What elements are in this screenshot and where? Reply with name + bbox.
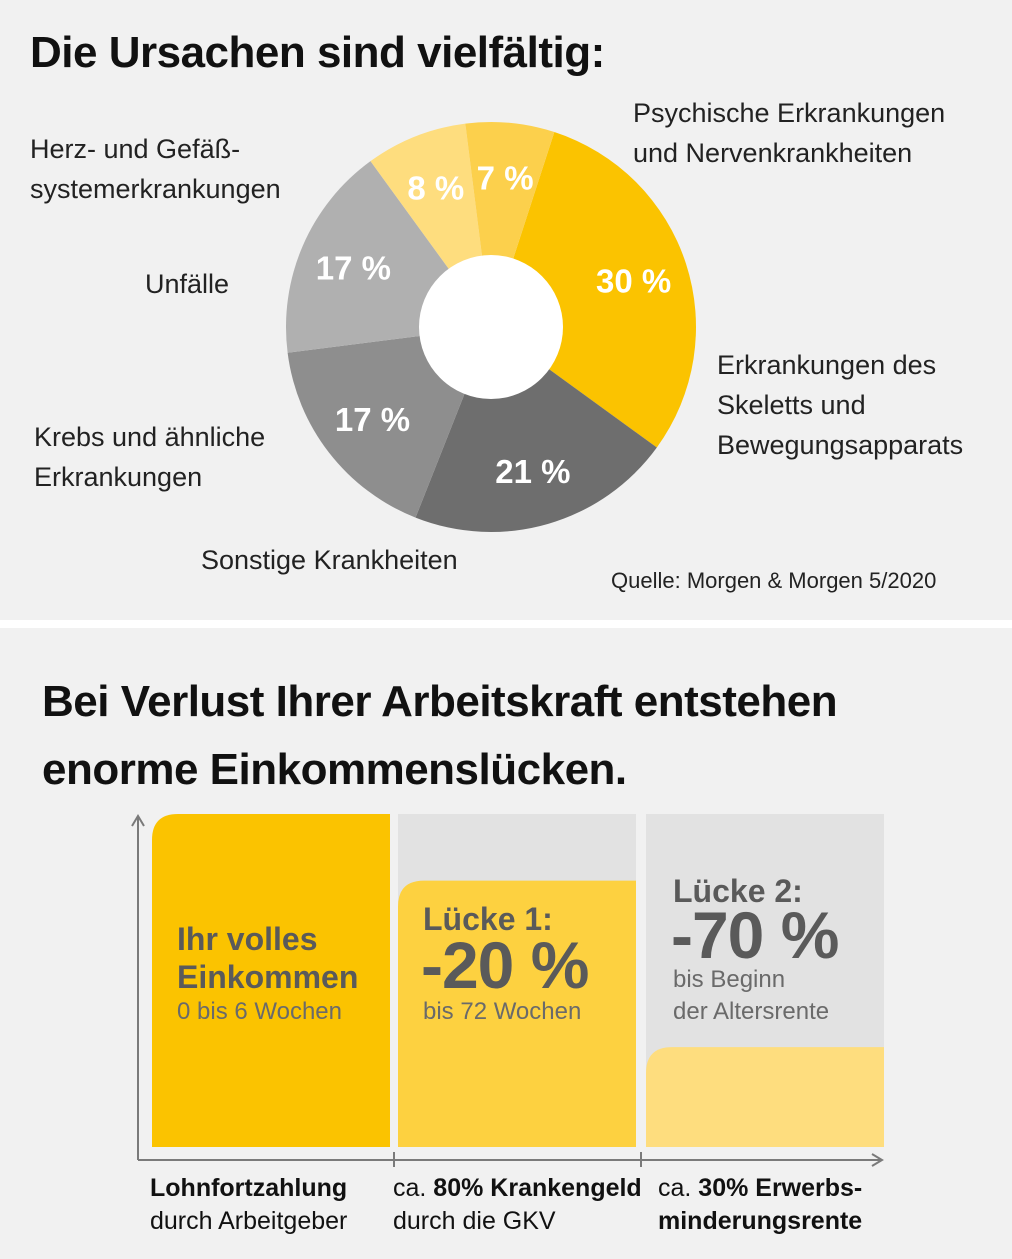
phase-axis-label-1: Lohnfortzahlung durch Arbeitgeber <box>150 1174 348 1235</box>
slice-label-sonstige: Sonstige Krankheiten <box>201 545 458 575</box>
income-gap-title: Bei Verlust Ihrer Arbeitskraft entstehen… <box>42 677 838 794</box>
pie-value-label: 30 % <box>596 263 671 300</box>
source-note: Quelle: Morgen & Morgen 5/2020 <box>611 568 937 593</box>
pie-title: Die Ursachen sind vielfältig: <box>30 28 605 77</box>
x-axis-arrow <box>871 1153 884 1167</box>
slice-label-psychische: Psychische Erkrankungen und Nervenkrankh… <box>633 98 946 168</box>
phase-head: Lücke 2: <box>673 873 803 909</box>
phase-gap-value: -20 % <box>421 928 589 1002</box>
phase-gap-value: -70 % <box>671 898 839 972</box>
phase-sub: bis Beginn der Altersrente <box>673 966 830 1025</box>
slice-label-unfaelle: Unfälle <box>145 269 230 299</box>
pie-value-label: 7 % <box>477 160 534 197</box>
phase-head: Lücke 1: <box>423 901 553 937</box>
slice-label-herz: Herz- und Gefäß- systemerkrankungen <box>30 134 281 204</box>
y-axis-arrow <box>131 814 145 827</box>
phase-sub: 0 bis 6 Wochen <box>177 998 342 1025</box>
phase-axis-label-2: ca. 80% Krankengeld durch die GKV <box>393 1174 642 1235</box>
pie-value-label: 17 % <box>335 401 410 438</box>
phase-sub: bis 72 Wochen <box>423 998 582 1025</box>
slice-label-skelett: Erkrankungen des Skeletts und Bewegungsa… <box>717 350 964 460</box>
pie-value-label: 17 % <box>316 249 391 286</box>
pie-value-label: 8 % <box>407 170 464 207</box>
phase-axis-label-3: ca. 30% Erwerbs- minderungsrente <box>658 1174 863 1235</box>
pie-value-label: 21 % <box>495 453 570 490</box>
pie-slice <box>491 132 696 448</box>
pie-center-hole <box>419 255 563 399</box>
phase-head: Ihr volles Einkommen <box>177 921 359 995</box>
slice-label-krebs: Krebs und ähnliche Erkrankungen <box>34 422 266 492</box>
income-bar <box>646 1047 884 1147</box>
income-bar <box>152 814 390 1147</box>
pie-chart: 30 % 21 % 17 % 17 % 8 % 7 % <box>286 121 696 532</box>
income-bar <box>398 880 636 1147</box>
